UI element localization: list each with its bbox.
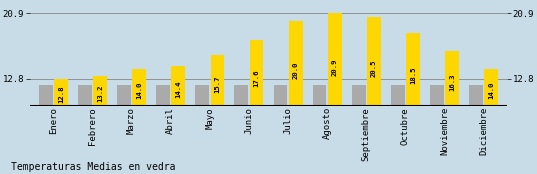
- Bar: [313, 85, 326, 106]
- Bar: [445, 51, 459, 106]
- Text: 13.2: 13.2: [97, 84, 103, 102]
- Bar: [195, 85, 209, 106]
- Text: 12.8: 12.8: [58, 86, 64, 103]
- Bar: [250, 40, 264, 106]
- Bar: [430, 85, 444, 106]
- Bar: [289, 21, 302, 106]
- Bar: [54, 79, 68, 106]
- Bar: [132, 69, 146, 106]
- Bar: [406, 33, 420, 106]
- Text: 14.0: 14.0: [488, 82, 495, 99]
- Bar: [171, 66, 185, 106]
- Text: 16.3: 16.3: [449, 74, 455, 91]
- Text: 14.4: 14.4: [175, 80, 182, 98]
- Text: 18.5: 18.5: [410, 66, 416, 84]
- Bar: [367, 17, 381, 106]
- Bar: [235, 85, 248, 106]
- Bar: [391, 85, 405, 106]
- Bar: [156, 85, 170, 106]
- Bar: [328, 13, 342, 106]
- Text: 20.0: 20.0: [293, 61, 299, 79]
- Text: 15.7: 15.7: [214, 76, 221, 93]
- Bar: [352, 85, 366, 106]
- Bar: [469, 85, 483, 106]
- Text: 14.0: 14.0: [136, 82, 142, 99]
- Bar: [484, 69, 498, 106]
- Text: 20.9: 20.9: [332, 58, 338, 76]
- Bar: [78, 85, 92, 106]
- Bar: [211, 56, 224, 106]
- Bar: [93, 76, 107, 106]
- Bar: [39, 85, 53, 106]
- Bar: [273, 85, 287, 106]
- Text: Temperaturas Medias en vedra: Temperaturas Medias en vedra: [11, 162, 175, 172]
- Text: 20.5: 20.5: [371, 60, 377, 77]
- Bar: [117, 85, 131, 106]
- Text: 17.6: 17.6: [253, 69, 259, 87]
